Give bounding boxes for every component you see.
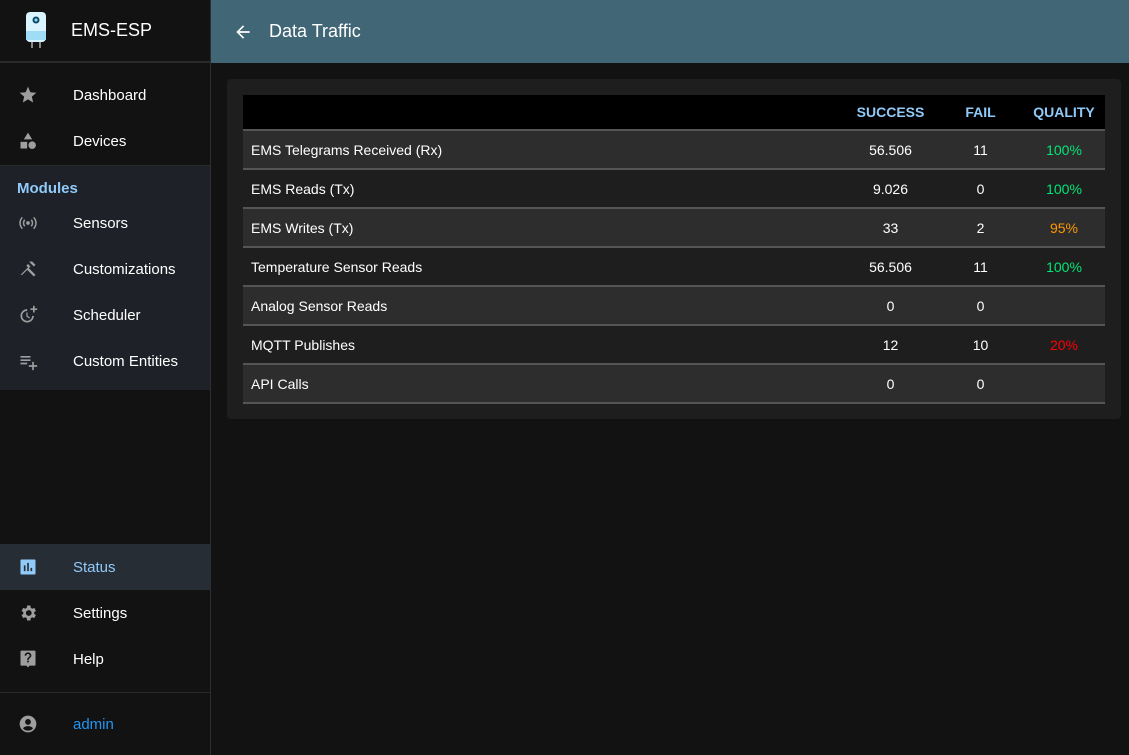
page-title: Data Traffic — [269, 21, 361, 41]
modules-title: Modules — [17, 180, 78, 197]
cell-fail: 2 — [938, 208, 1023, 248]
sidebar-item-sensors[interactable]: Sensors — [0, 200, 210, 246]
sidebar-item-label: Dashboard — [73, 86, 147, 104]
help-icon — [0, 649, 73, 669]
table-row: Analog Sensor Reads 0 0 — [243, 286, 1105, 326]
cell-fail: 0 — [938, 286, 1023, 326]
sidebar-item-label: Settings — [73, 604, 128, 622]
cell-success: 9.026 — [843, 169, 938, 209]
cell-fail: 0 — [938, 364, 1023, 404]
sidebar-item-label: Scheduler — [73, 306, 141, 324]
sidebar-item-label: Status — [73, 558, 116, 576]
app-title: EMS-ESP — [71, 20, 153, 40]
cell-name: API Calls — [243, 364, 843, 404]
cell-success: 0 — [843, 286, 938, 326]
sidebar-item-dashboard[interactable]: Dashboard — [0, 72, 210, 118]
sidebar-item-label: Devices — [73, 132, 127, 150]
cell-name: Analog Sensor Reads — [243, 286, 843, 326]
tools-icon — [0, 259, 73, 279]
more-time-icon — [0, 305, 73, 325]
cell-quality — [1023, 286, 1105, 326]
modules-section: Modules Sensors Customizations Scheduler… — [0, 165, 210, 390]
table-row: MQTT Publishes 12 10 20% — [243, 325, 1105, 365]
sidebar-item-custom-entities[interactable]: Custom Entities — [0, 338, 210, 384]
sidebar-item-devices[interactable]: Devices — [0, 118, 210, 164]
username: admin — [73, 715, 114, 733]
cell-quality: 100% — [1023, 130, 1105, 170]
sidebar: EMS-ESP Dashboard Devices Modules Sensor… — [0, 0, 211, 755]
sidebar-item-help[interactable]: Help — [0, 636, 210, 682]
column-header-fail: FAIL — [938, 95, 1023, 131]
table-row: EMS Reads (Tx) 9.026 0 100% — [243, 169, 1105, 209]
cell-success: 12 — [843, 325, 938, 365]
data-traffic-card: SUCCESS FAIL QUALITY EMS Telegrams Recei… — [227, 79, 1121, 419]
sidebar-item-customizations[interactable]: Customizations — [0, 246, 210, 292]
cell-success: 56.506 — [843, 130, 938, 170]
cell-fail: 11 — [938, 130, 1023, 170]
playlist-add-icon — [0, 351, 73, 371]
column-header-quality: QUALITY — [1023, 95, 1105, 131]
cell-quality — [1023, 364, 1105, 404]
cell-success: 56.506 — [843, 247, 938, 287]
brand: EMS-ESP — [0, 0, 210, 63]
table-row: API Calls 0 0 — [243, 364, 1105, 404]
cell-quality: 100% — [1023, 247, 1105, 287]
sidebar-item-label: Sensors — [73, 214, 129, 232]
table-row: Temperature Sensor Reads 56.506 11 100% — [243, 247, 1105, 287]
cell-name: EMS Writes (Tx) — [243, 208, 843, 248]
table-row: EMS Telegrams Received (Rx) 56.506 11 100% — [243, 130, 1105, 170]
cell-success: 0 — [843, 364, 938, 404]
data-traffic-table: SUCCESS FAIL QUALITY EMS Telegrams Recei… — [243, 95, 1105, 404]
cell-quality: 100% — [1023, 169, 1105, 209]
cell-success: 33 — [843, 208, 938, 248]
chart-icon — [0, 557, 73, 577]
sidebar-item-settings[interactable]: Settings — [0, 590, 210, 636]
cell-fail: 11 — [938, 247, 1023, 287]
table-row: EMS Writes (Tx) 33 2 95% — [243, 208, 1105, 248]
ems-esp-logo — [26, 11, 46, 48]
account-circle-icon — [0, 714, 73, 734]
sidebar-item-scheduler[interactable]: Scheduler — [0, 292, 210, 338]
cell-name: EMS Telegrams Received (Rx) — [243, 130, 843, 170]
cell-quality: 95% — [1023, 208, 1105, 248]
sidebar-item-label: Custom Entities — [73, 352, 179, 370]
cell-fail: 10 — [938, 325, 1023, 365]
gear-icon — [0, 603, 73, 623]
sidebar-item-label: Help — [73, 650, 104, 668]
arrow-back-icon[interactable] — [233, 22, 253, 42]
column-header-name — [243, 95, 843, 131]
cell-quality: 20% — [1023, 325, 1105, 365]
star-icon — [0, 85, 73, 105]
cell-name: EMS Reads (Tx) — [243, 169, 843, 209]
cell-fail: 0 — [938, 169, 1023, 209]
user-account[interactable]: admin — [0, 692, 210, 755]
sidebar-item-label: Customizations — [73, 260, 176, 278]
sensors-icon — [0, 213, 73, 233]
sidebar-item-status[interactable]: Status — [0, 544, 210, 590]
app-bar: Data Traffic — [211, 0, 1129, 63]
cell-name: MQTT Publishes — [243, 325, 843, 365]
category-icon — [0, 131, 73, 151]
column-header-success: SUCCESS — [843, 95, 938, 131]
cell-name: Temperature Sensor Reads — [243, 247, 843, 287]
